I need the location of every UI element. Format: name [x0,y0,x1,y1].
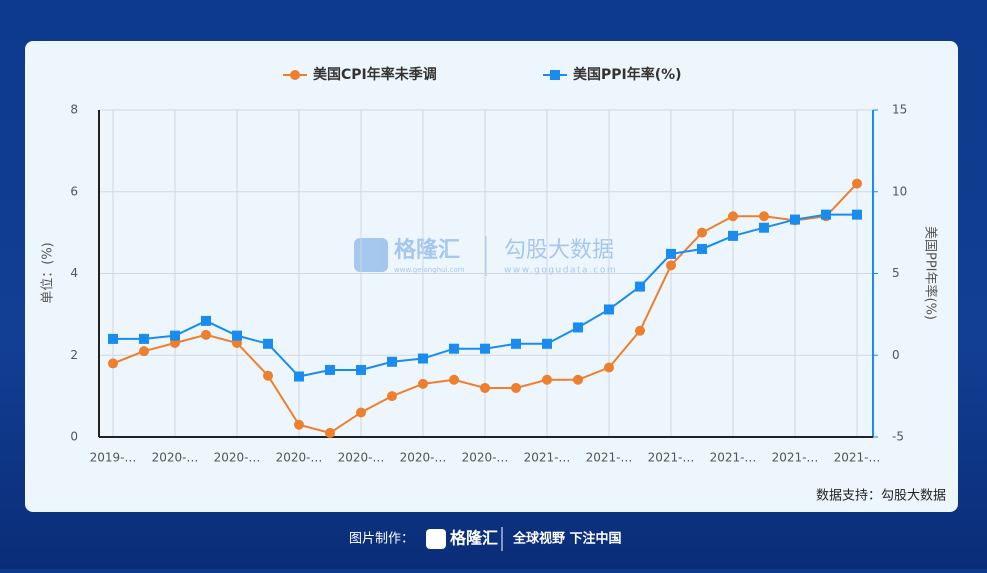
point [666,260,676,271]
point [852,178,862,189]
x-tick-label: 2021-… [648,451,695,465]
point [418,353,428,364]
x-tick-label: 2021-… [772,451,819,465]
point [232,330,242,341]
y-tick-label: 2 [70,348,78,362]
point [759,211,769,222]
point [852,209,862,220]
point [263,338,273,349]
x-tick-label: 2021-… [710,451,757,465]
point [387,356,397,367]
point [480,382,490,393]
point [697,227,707,238]
x-tick-label: 2020-… [152,451,199,465]
point [170,330,180,341]
point [759,222,769,233]
x-tick-label: 2020-… [400,451,447,465]
x-tick-label: 2021-… [586,451,633,465]
watermark-url: www.gogudata.com [504,266,617,276]
point [542,338,552,349]
point [325,364,335,375]
legend-marker [550,70,560,80]
x-tick-label: 2020-… [338,451,385,465]
point [604,304,614,315]
point [480,343,490,354]
watermark: 格隆汇 www.gelonghui.com 勾股大数据 www.gogudata… [354,236,617,276]
y-tick-label: 8 [70,103,78,117]
legend-marker [290,70,300,80]
point [139,333,149,344]
y2-tick-label: 5 [892,266,900,280]
point [449,343,459,354]
y2-tick-label: 10 [892,184,907,198]
x-tick-label: 2019-… [90,451,137,465]
footer-label: 图片制作： [349,532,414,547]
y-tick-label: 6 [70,184,78,198]
point [511,338,521,349]
point [201,315,211,326]
source: 数据支持：勾股大数据 [816,489,946,504]
point [387,391,397,402]
point [325,427,335,438]
point [139,346,149,357]
point [201,329,211,340]
y-tick-label: 4 [70,266,78,280]
x-tick-label: 2020-… [214,451,261,465]
point [573,322,583,333]
x-tick-label: 2020-… [462,451,509,465]
point [697,243,707,254]
y-tick-label: 0 [70,430,78,444]
footer-brand: 格隆汇 [450,529,498,548]
legend-label: 美国PPI年率(%) [573,66,682,83]
point [108,333,118,344]
point [666,248,676,259]
watermark-partner: 勾股大数据 [504,238,614,263]
footer-slogan: 全球视野 下注中国 [512,531,622,547]
watermark-url: www.gelonghui.com [394,266,465,274]
card [25,41,958,512]
point [790,214,800,225]
point [635,281,645,292]
point [635,325,645,336]
point [511,382,521,393]
watermark-logo [354,238,388,272]
point [573,374,583,385]
watermark-brand: 格隆汇 [394,237,460,263]
point [449,374,459,385]
point [821,209,831,220]
point [263,370,273,381]
footer-logo [426,529,446,549]
point [604,362,614,373]
y2-axis-label: 美国PPI年率(%) [923,226,939,320]
point [294,371,304,382]
point [356,364,366,375]
y-axis-label: 单位：(%) [41,242,56,304]
x-tick-label: 2021-… [834,451,881,465]
point [294,419,304,430]
legend-label: 美国CPI年率未季调 [313,66,437,83]
y2-tick-label: 0 [892,348,900,362]
y2-tick-label: -5 [892,430,904,444]
point [356,407,366,418]
point [542,374,552,385]
x-tick-label: 2020-… [276,451,323,465]
point [728,230,738,241]
x-tick-label: 2021-… [524,451,571,465]
point [418,378,428,389]
point [108,358,118,369]
point [728,211,738,222]
y2-tick-label: 15 [892,103,907,117]
